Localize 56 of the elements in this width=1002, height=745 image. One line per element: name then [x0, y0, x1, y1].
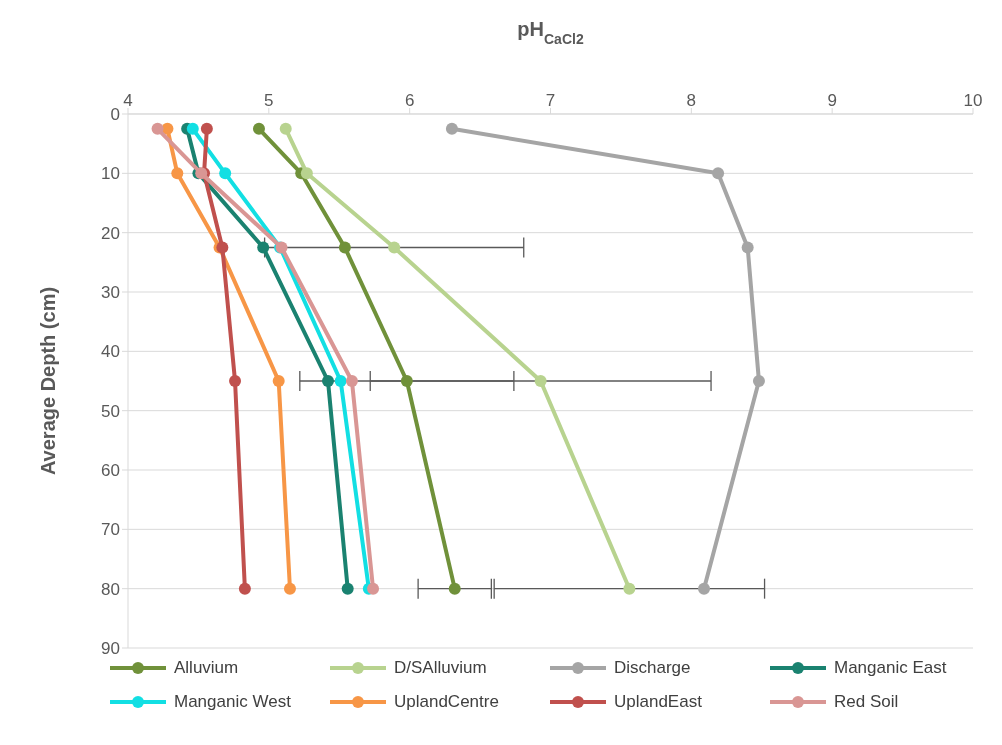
- y-tick-label: 60: [101, 461, 120, 481]
- point: [367, 582, 380, 595]
- x-axis-title: pH$_{CaCl2}$: [517, 18, 584, 47]
- y-tick-label: 0: [110, 105, 120, 125]
- point: [388, 241, 401, 254]
- point: [257, 241, 270, 254]
- point: [229, 375, 242, 387]
- legend-label: Manganic East: [834, 658, 947, 678]
- point: [252, 122, 265, 135]
- point: [300, 167, 313, 180]
- point: [400, 375, 413, 387]
- point: [279, 122, 292, 135]
- legend-label: D/SAlluvium: [394, 658, 487, 678]
- point: [741, 241, 754, 254]
- legend-label: UplandEast: [614, 692, 702, 712]
- y-tick-label: 80: [101, 579, 120, 599]
- point: [534, 375, 547, 387]
- point: [752, 375, 765, 387]
- point: [272, 375, 285, 387]
- point: [151, 122, 164, 135]
- point: [345, 375, 358, 387]
- legend-label: UplandCentre: [394, 692, 499, 712]
- x-tick-label: 4: [123, 91, 133, 110]
- y-tick-label: 90: [101, 639, 120, 659]
- point: [698, 582, 711, 595]
- point: [445, 122, 458, 135]
- y-tick-label: 70: [101, 520, 120, 540]
- point: [171, 167, 184, 180]
- legend-label: Discharge: [614, 658, 691, 678]
- y-tick-label: 30: [101, 283, 120, 303]
- x-tick-label: 10: [963, 91, 983, 110]
- x-tick-label: 9: [827, 91, 837, 110]
- y-tick-label: 10: [101, 164, 120, 184]
- y-tick-label: 20: [101, 223, 120, 243]
- point: [321, 375, 334, 387]
- x-tick-label: 5: [264, 91, 274, 110]
- y-tick-label: 40: [101, 342, 120, 362]
- point: [712, 167, 725, 180]
- x-tick-label: 8: [686, 91, 697, 110]
- point: [238, 582, 251, 595]
- point: [341, 582, 354, 595]
- y-tick-label: 50: [101, 401, 120, 421]
- point: [186, 122, 199, 135]
- point: [219, 167, 232, 180]
- point: [448, 582, 461, 595]
- point: [283, 582, 296, 595]
- y-axis-title: Average Depth (cm): [37, 286, 60, 476]
- x-tick-label: 7: [545, 91, 556, 110]
- legend-label: Alluvium: [174, 658, 239, 678]
- legend-label: Red Soil: [834, 692, 899, 712]
- point: [623, 582, 636, 595]
- point: [338, 241, 351, 254]
- point: [334, 375, 347, 387]
- legend-label: Manganic West: [174, 692, 291, 712]
- point: [200, 122, 213, 135]
- x-tick-label: 6: [404, 91, 415, 110]
